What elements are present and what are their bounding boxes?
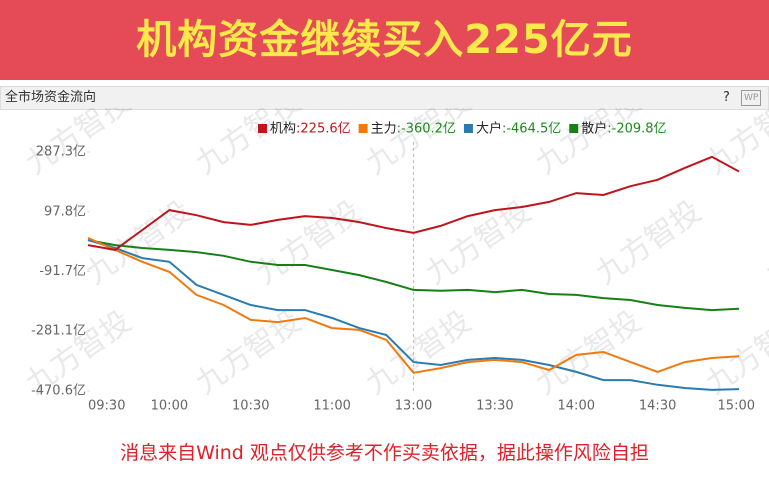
- x-tick-label: 13:30: [476, 399, 513, 414]
- footer: 消息来自Wind 观点仅供参考不作买卖依据，据此操作风险自担: [120, 442, 649, 464]
- watermark-text: 九方智投: [699, 108, 769, 182]
- watermark-text: 九方智投: [419, 194, 537, 291]
- y-tick-label: -281.1亿: [31, 324, 86, 339]
- x-tick-label: 14:30: [639, 399, 676, 414]
- x-tick-label: 15:00: [718, 399, 755, 414]
- series-line: [87, 239, 740, 391]
- legend-swatch: [258, 124, 267, 133]
- legend-swatch: [569, 124, 579, 133]
- banner: 机构资金继续买入225亿元: [0, 0, 769, 80]
- help-icon[interactable]: ?: [723, 90, 730, 105]
- series-line: [87, 239, 740, 312]
- x-tick-label: 09:30: [88, 399, 125, 414]
- legend-name: 散户: [581, 121, 607, 137]
- legend-name: 大户: [476, 121, 502, 137]
- panel-title: 全市场资金流向: [5, 90, 97, 105]
- series-line: [87, 155, 740, 251]
- legend-value: :-360.2亿: [397, 122, 456, 137]
- watermark-text: 九方智投: [589, 194, 707, 291]
- y-tick-label: 287.3亿: [36, 145, 86, 160]
- badge[interactable]: WP: [741, 90, 762, 106]
- legend-name: 机构: [270, 122, 296, 137]
- x-tick-label: 11:00: [313, 399, 350, 414]
- watermark-text: 九方智投: [189, 108, 307, 182]
- legend-swatch: [358, 124, 368, 133]
- series-line: [87, 236, 740, 374]
- watermark-text: 九方智投: [359, 304, 477, 401]
- legend-value: :225.6亿: [296, 122, 351, 137]
- watermark-text: 九方智投: [249, 194, 367, 291]
- watermark-text: 九方智投: [359, 108, 477, 182]
- watermark-text: 九方智投: [529, 108, 647, 182]
- legend-name: 主力: [371, 122, 397, 137]
- x-tick-label: 10:00: [151, 399, 188, 414]
- y-tick-label: 97.8亿: [44, 204, 86, 219]
- watermark-text: 九方智投: [759, 194, 769, 291]
- x-tick-label: 13:00: [395, 399, 432, 414]
- legend-value: :-209.8亿: [607, 122, 666, 137]
- y-tick-label: -91.7亿: [39, 264, 86, 279]
- watermark-text: 九方智投: [699, 304, 769, 401]
- legend-swatch: [463, 124, 473, 133]
- panel-header: 全市场资金流向 ? WP: [0, 86, 769, 110]
- legend-value: :-464.5亿: [502, 122, 561, 137]
- x-tick-label: 14:00: [558, 399, 595, 414]
- x-tick-label: 10:30: [232, 399, 269, 414]
- y-tick-label: -470.6亿: [31, 384, 86, 399]
